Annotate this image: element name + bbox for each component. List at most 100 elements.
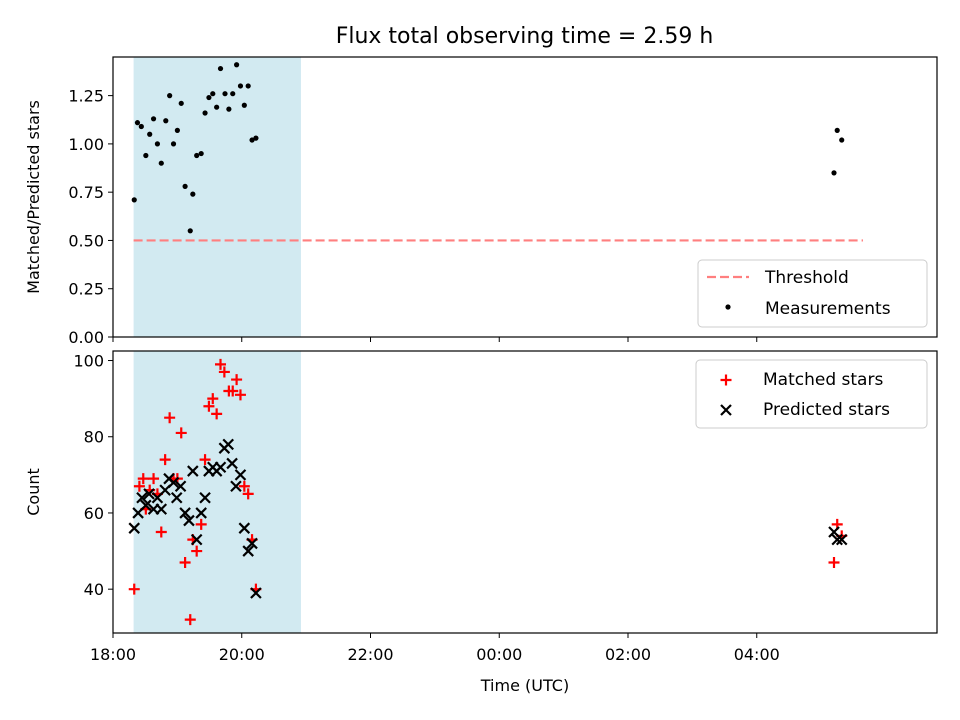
measurement-point bbox=[210, 91, 216, 97]
matched-star-point bbox=[211, 408, 223, 420]
legend-predicted-label: Predicted stars bbox=[763, 400, 890, 420]
predicted-star-point bbox=[128, 522, 141, 534]
matched-star-point bbox=[242, 488, 254, 500]
measurement-point bbox=[839, 137, 845, 143]
matched-star-point bbox=[137, 473, 149, 485]
matched-star-point bbox=[148, 473, 160, 485]
measurement-point bbox=[198, 150, 204, 157]
count-x-tick-label: 18:00 bbox=[90, 645, 136, 664]
predicted-star-point bbox=[195, 507, 207, 519]
predicted-star-point bbox=[234, 469, 247, 481]
measurement-point bbox=[134, 120, 141, 126]
measurement-point bbox=[202, 110, 208, 116]
ratio-observing-window bbox=[133, 57, 301, 337]
legend-measurements-label: Measurements bbox=[765, 299, 891, 319]
measurement-point bbox=[158, 160, 164, 166]
measurement-point bbox=[170, 141, 177, 147]
count-y-tick-label: 60 bbox=[84, 504, 104, 523]
legend-predicted-swatch bbox=[720, 404, 732, 416]
count-axes-frame bbox=[112, 350, 938, 634]
predicted-star-point bbox=[242, 545, 254, 557]
legend-matched-swatch bbox=[720, 374, 732, 386]
ratio-legend bbox=[697, 259, 928, 328]
predicted-star-point bbox=[226, 457, 238, 470]
counts-panel: 18:00 20:00 22:00 00:00 02:00 04:00 40 60 80 100 C… bbox=[24, 350, 938, 695]
predicted-star-point bbox=[167, 476, 180, 489]
count-y-tick-label: 40 bbox=[84, 580, 104, 599]
measurement-point bbox=[253, 135, 259, 141]
matched-star-point bbox=[184, 614, 196, 626]
measurement-point bbox=[834, 127, 840, 133]
measurement-point bbox=[194, 152, 200, 159]
matched-star-point bbox=[195, 518, 207, 530]
measurement-point bbox=[138, 123, 144, 130]
legend-matched-label: Matched stars bbox=[763, 370, 883, 390]
measurement-point bbox=[163, 118, 169, 124]
measurement-point bbox=[241, 102, 247, 108]
measurement-point bbox=[190, 191, 196, 197]
matched-star-point bbox=[175, 427, 187, 439]
measurement-point bbox=[154, 141, 161, 147]
predicted-star-point bbox=[250, 587, 262, 599]
ratio-y-tick-label: 1.00 bbox=[68, 135, 104, 154]
matched-star-point bbox=[828, 557, 840, 568]
matched-star-point bbox=[227, 385, 239, 397]
legend-measurements-swatch bbox=[725, 304, 731, 310]
predicted-star-point bbox=[174, 480, 187, 493]
legend-threshold-label: Threshold bbox=[764, 268, 849, 288]
measurement-point bbox=[237, 83, 244, 89]
measurement-point bbox=[234, 62, 240, 68]
predicted-star-point bbox=[214, 461, 227, 474]
matched-star-point bbox=[199, 454, 211, 466]
count-x-tick-label: 20:00 bbox=[219, 645, 265, 664]
measurement-point bbox=[222, 91, 228, 97]
matched-star-point bbox=[128, 583, 140, 595]
matched-star-point bbox=[231, 374, 243, 386]
matched-star-point bbox=[215, 358, 227, 370]
measurement-point bbox=[143, 152, 149, 159]
matched-star-point bbox=[155, 526, 167, 538]
matched-star-point bbox=[159, 454, 171, 466]
ratio-y-tick-label: 0.25 bbox=[68, 280, 104, 299]
measurement-point bbox=[167, 93, 173, 99]
matched-star-point bbox=[179, 557, 191, 568]
matched-star-point bbox=[203, 400, 215, 412]
ratio-y-tick-label: 1.25 bbox=[68, 87, 104, 106]
measurement-point bbox=[206, 94, 212, 101]
measurement-point bbox=[230, 91, 236, 97]
predicted-star-point bbox=[140, 499, 152, 512]
measurement-point bbox=[131, 197, 137, 203]
count-y-tick-label: 100 bbox=[73, 352, 104, 371]
predicted-star-point bbox=[183, 514, 195, 527]
measurement-point bbox=[178, 100, 184, 106]
ratio-y-tick-label: 0.00 bbox=[68, 328, 104, 347]
count-x-axis-label: Time (UTC) bbox=[480, 676, 569, 695]
count-x-tick-label: 22:00 bbox=[347, 645, 393, 664]
predicted-star-point bbox=[835, 533, 848, 546]
matched-star-point bbox=[234, 389, 246, 401]
predicted-star-point bbox=[155, 503, 168, 515]
measurement-point bbox=[182, 183, 188, 189]
predicted-star-point bbox=[143, 488, 155, 500]
measurement-point bbox=[245, 83, 251, 89]
measurement-point bbox=[831, 170, 837, 176]
predicted-star-point bbox=[187, 465, 199, 477]
predicted-star-point bbox=[238, 522, 251, 534]
measurement-point bbox=[150, 116, 157, 122]
matched-star-point bbox=[207, 393, 219, 405]
matched-star-point bbox=[238, 480, 250, 492]
measurement-point bbox=[174, 127, 180, 133]
chart-title: Flux total observing time = 2.59 h bbox=[336, 24, 714, 49]
ratio-y-axis-label: Matched/Predicted stars bbox=[24, 100, 43, 294]
predicted-star-point bbox=[179, 507, 191, 519]
count-x-tick-label: 00:00 bbox=[476, 645, 522, 664]
count-x-tick-label: 04:00 bbox=[734, 645, 780, 664]
measurement-point bbox=[249, 137, 255, 143]
matched-star-point bbox=[218, 366, 230, 378]
matched-star-point bbox=[191, 545, 203, 557]
measurement-point bbox=[226, 106, 232, 112]
ratio-axes-frame bbox=[112, 56, 938, 338]
ratio-panel: 0.00 0.25 0.50 0.75 1.00 1.25 Matched/Predicte… bbox=[24, 56, 938, 347]
ratio-y-tick-label: 0.50 bbox=[68, 231, 104, 250]
